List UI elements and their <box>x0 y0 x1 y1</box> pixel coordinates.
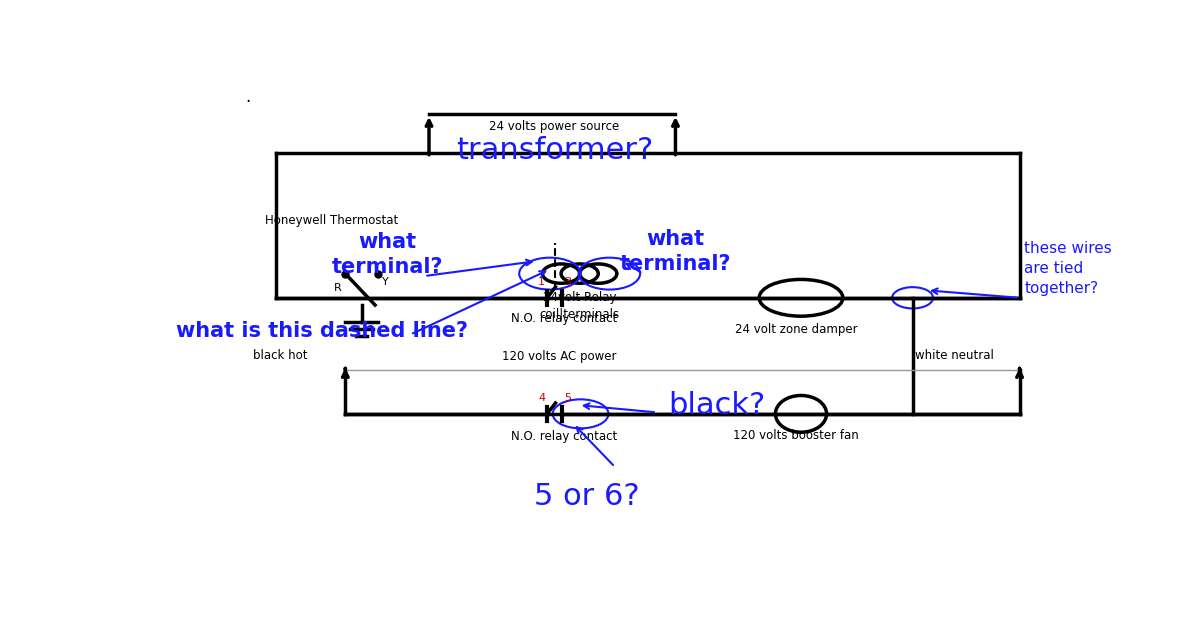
Text: 4: 4 <box>538 393 545 403</box>
Text: 24volt Relay
coil|terminals: 24volt Relay coil|terminals <box>540 291 619 320</box>
Text: .: . <box>245 88 251 106</box>
Text: 24 volts power source: 24 volts power source <box>490 119 619 133</box>
Text: what
terminal?: what terminal? <box>619 229 731 274</box>
Text: N.O. relay contact: N.O. relay contact <box>511 430 617 443</box>
Text: 1: 1 <box>539 277 545 287</box>
Text: Y: Y <box>382 278 389 288</box>
Text: N.O. relay contact: N.O. relay contact <box>511 312 617 325</box>
Text: 24 volt zone damper: 24 volt zone damper <box>736 323 858 336</box>
Text: 120 volts booster fan: 120 volts booster fan <box>733 430 859 442</box>
Text: white neutral: white neutral <box>916 349 994 362</box>
Text: 120 volts AC power: 120 volts AC power <box>502 350 617 363</box>
Text: black hot: black hot <box>253 349 307 362</box>
Text: these wires
are tied
together?: these wires are tied together? <box>1024 242 1112 296</box>
Text: Honeywell Thermostat: Honeywell Thermostat <box>265 214 398 227</box>
Text: 3: 3 <box>564 277 571 287</box>
Text: transformer?: transformer? <box>456 136 653 165</box>
Text: 5: 5 <box>564 393 571 403</box>
Text: what
terminal?: what terminal? <box>331 232 443 277</box>
Text: R: R <box>334 283 342 293</box>
Text: 5 or 6?: 5 or 6? <box>534 482 640 511</box>
Text: black?: black? <box>668 391 766 420</box>
Text: what is this dashed line?: what is this dashed line? <box>176 321 468 340</box>
